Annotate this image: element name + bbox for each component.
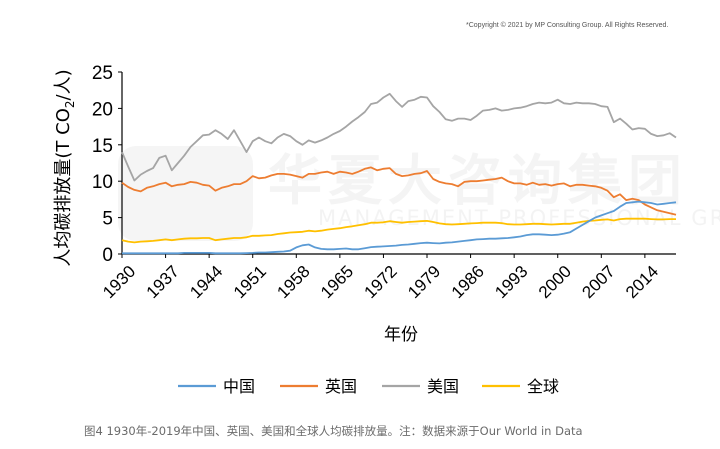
chart-legend: 中国 英国 美国 全球	[178, 377, 559, 396]
x-tick-label: 1979	[404, 262, 444, 302]
legend-label: 中国	[223, 377, 255, 396]
legend-label: 全球	[527, 377, 559, 396]
series-line-1	[121, 166, 677, 216]
x-tick-label: 1965	[317, 262, 357, 302]
y-axis-label-tail: /人)	[53, 69, 74, 100]
legend-item-0: 中国	[178, 377, 255, 396]
y-tick-label: 5	[102, 209, 113, 230]
x-tick-label: 1972	[361, 262, 401, 302]
legend-item-1: 英国	[280, 377, 357, 396]
x-tick-label: 1937	[143, 262, 183, 302]
legend-item-3: 全球	[482, 377, 559, 396]
legend-label: 英国	[325, 377, 357, 396]
figure-caption: 图4 1930年-2019年中国、英国、美国和全球人均碳排放量。注：数据来源于O…	[84, 424, 583, 438]
y-tick-label: 25	[92, 63, 113, 84]
x-tick-label: 2014	[622, 262, 662, 302]
series-line-3	[121, 217, 676, 244]
legend-item-2: 美国	[382, 377, 459, 396]
chart-axes	[118, 71, 676, 258]
y-axis-label-sub: 2	[63, 100, 77, 108]
x-tick-label: 1993	[491, 262, 531, 302]
y-tick-label: 10	[92, 172, 113, 193]
x-tick-label: 1986	[448, 262, 488, 302]
y-tick-label: 0	[102, 245, 113, 266]
x-axis-label: 年份	[384, 325, 418, 345]
x-tick-label: 2007	[578, 262, 618, 302]
y-tick-label: 15	[92, 136, 113, 157]
series-line-0	[122, 200, 677, 255]
copyright-notice: *Copyright © 2021 by MP Consulting Group…	[466, 22, 669, 29]
y-tick-label: 20	[92, 99, 113, 120]
x-tick-label: 1930	[99, 262, 139, 302]
x-tick-label: 1958	[273, 262, 313, 302]
series-lines	[121, 92, 677, 255]
x-tick-label: 1951	[230, 262, 270, 302]
x-tick-label: 1944	[186, 262, 226, 302]
y-axis-label-main: 人均碳排放量(T CO	[53, 108, 74, 266]
legend-label: 美国	[427, 377, 459, 396]
x-tick-label: 2000	[535, 262, 575, 302]
series-line-2	[121, 92, 677, 182]
y-axis-label: 人均碳排放量(T CO2/人)	[53, 69, 77, 266]
